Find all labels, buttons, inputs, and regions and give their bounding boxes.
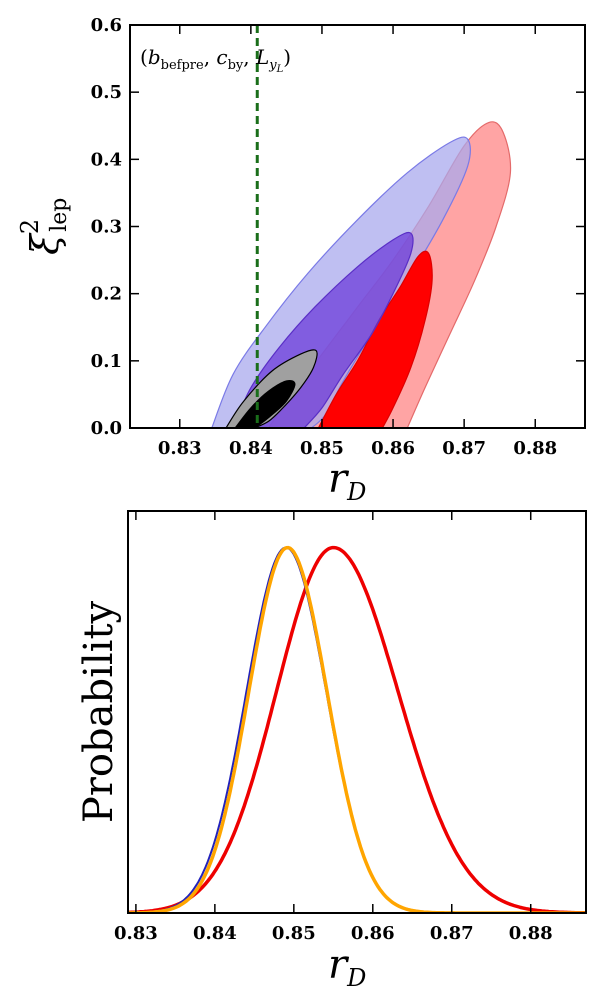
x-tick-label: 0.84 [229,438,273,459]
x-tick-label: 0.86 [371,438,415,459]
x-tick-label: 0.85 [300,438,344,459]
probability-curves [128,545,586,913]
y-tick-label: 0.3 [91,217,122,238]
probability-x-axis-label: rD [328,942,366,992]
red-1sigma-region [317,250,433,428]
red-probability-curve [128,545,586,913]
y-tick-label: 0.5 [91,82,122,103]
contour-ticks: 0.83 0.84 0.85 0.86 0.87 0.88 0.0 0.1 0.2 0.3 0.4 0… [91,15,585,459]
probability-plot-frame [127,510,587,914]
x-tick-label: 0.87 [442,438,486,459]
x-tick-label: 0.85 [272,923,316,944]
probability-panel: 0.83 0.84 0.85 0.86 0.87 0.88 rD Probability [76,510,587,992]
x-tick-label: 0.88 [509,923,553,944]
x-tick-label: 0.88 [513,438,557,459]
blue-probability-curve [128,546,586,913]
probability-y-axis-label: Probability [76,600,122,823]
orange-probability-curve [128,545,586,913]
parameter-annotation: (bbefpre, cby, LyL) [140,45,291,75]
contour-panel: 0.83 0.84 0.85 0.86 0.87 0.88 0.0 0.1 0.2 0.3 0.4 0… [16,15,586,506]
probability-ticks: 0.83 0.84 0.85 0.86 0.87 0.88 [114,511,553,944]
y-tick-label: 0.2 [91,284,122,305]
x-tick-label: 0.87 [430,923,474,944]
contour-y-axis-label: ξ2 lep [16,198,72,255]
x-tick-label: 0.86 [351,923,395,944]
x-tick-label: 0.83 [158,438,202,459]
y-tick-label: 0.6 [91,15,122,36]
x-tick-label: 0.83 [114,923,158,944]
y-tick-label: 0.0 [91,418,122,439]
y-tick-label: 0.1 [91,351,122,372]
contour-x-axis-label: rD [328,456,366,506]
x-tick-label: 0.84 [193,923,237,944]
y-tick-label: 0.4 [91,149,122,170]
contour-regions [211,121,512,428]
